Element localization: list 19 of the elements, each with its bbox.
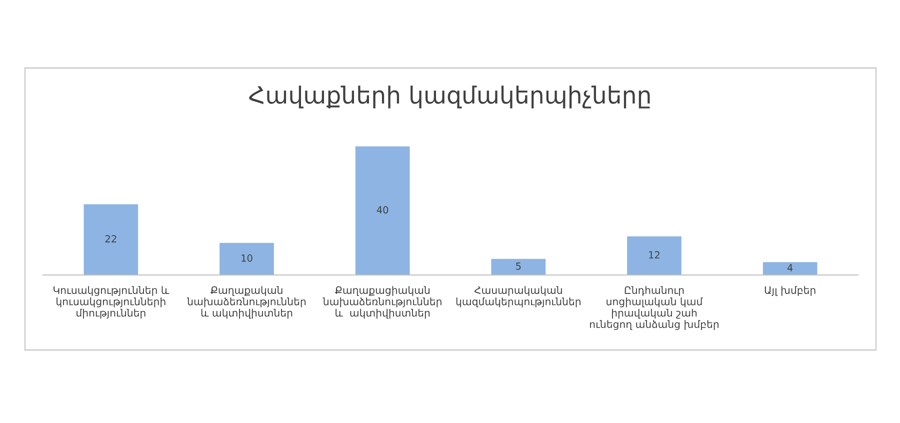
bar — [220, 242, 274, 275]
data-label: 12 — [649, 251, 660, 258]
chart-title: Հավաքների կազմակերպիչները — [249, 86, 650, 108]
data-label: 22 — [105, 235, 116, 242]
data-label: 5 — [516, 262, 521, 270]
x-tick-label: Քաղաքացիական նախաձեռնություններ և ակտիվիստներ — [322, 286, 442, 319]
x-tick-label: Կուսակցություններ և կուսակցությունների միություններ — [54, 286, 170, 319]
data-label: 10 — [242, 254, 252, 262]
bar — [627, 236, 682, 275]
bar — [355, 146, 410, 275]
x-tick-label: Այլ խմբեր — [764, 286, 816, 296]
bar — [84, 204, 138, 275]
x-tick-label: Հասարակական կազմակերպություններ — [456, 286, 580, 308]
bar — [491, 258, 546, 275]
bar — [762, 262, 818, 275]
data-label: 40 — [376, 206, 388, 214]
x-tick-label: Քաղաքական նախաձեռնություններ և ակտիվիստներ — [186, 286, 306, 319]
x-tick-label: Ընդհանուր սոցիալական կամ իրավական շահ ունեցող անձանց խմբեր — [590, 286, 719, 330]
data-label: 4 — [787, 264, 793, 272]
